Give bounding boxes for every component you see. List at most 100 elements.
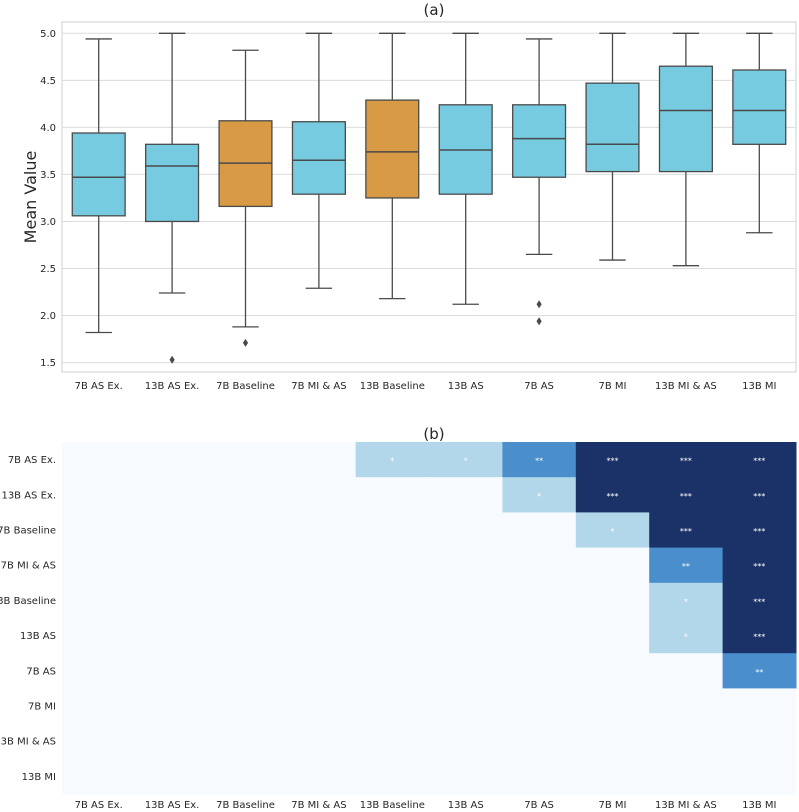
heatmap-cell — [722, 512, 797, 549]
box-9 — [658, 32, 713, 267]
row-label: 7B MI & AS — [1, 561, 56, 572]
box-10 — [732, 32, 787, 234]
row-label: 7B AS Ex. — [8, 455, 56, 466]
significance-label: * — [611, 527, 615, 536]
iqr-box — [658, 65, 713, 173]
heatmap-cell — [355, 688, 430, 725]
x-tick-labels: 7B AS Ex. 13B AS Ex. 7B Baseline 7B MI & AS… — [75, 381, 777, 392]
heatmap-cell — [649, 758, 724, 795]
heatmap-cell — [722, 688, 797, 725]
y-axis-label: Mean Value — [21, 151, 40, 244]
heatmap-cell — [649, 442, 724, 478]
heatmap-cell — [649, 723, 724, 760]
significance-label: *** — [680, 527, 692, 536]
significance-label: * — [390, 457, 394, 466]
heatmap-cell — [722, 477, 797, 513]
heatmap-cell — [502, 688, 577, 725]
heatmap-cell — [62, 758, 136, 795]
y-tick-label: 2.5 — [40, 264, 56, 275]
heatmap-cell — [135, 688, 210, 725]
heatmap-cell — [429, 582, 503, 619]
heatmap-cell — [355, 477, 430, 513]
heatmap-cell — [575, 723, 650, 760]
heatmap-cell — [208, 688, 283, 725]
iqr-box — [291, 121, 346, 195]
column-label: 13B MI & AS — [655, 800, 717, 811]
heatmap-cell — [355, 582, 430, 619]
heatmap-cell — [208, 653, 283, 689]
boxes — [71, 32, 787, 364]
heatmap-cell — [722, 442, 797, 478]
heatmap-cell — [282, 547, 357, 584]
row-label: 7B MI — [28, 702, 56, 713]
heatmap-cell — [575, 758, 650, 795]
heatmap-cell — [135, 547, 210, 584]
iqr-box — [732, 69, 787, 145]
heatmap-cell — [722, 582, 797, 619]
column-label: 7B MI — [599, 800, 627, 811]
y-tick-label: 4.0 — [40, 123, 56, 134]
heatmap-column-labels: 7B AS Ex. 13B AS Ex. 7B Baseline 7B MI & AS… — [75, 800, 777, 811]
heatmap-cell — [208, 547, 283, 584]
heatmap-cell — [649, 477, 724, 513]
heatmap-cell — [355, 547, 430, 584]
heatmap-cell — [429, 688, 503, 725]
heatmap-cell — [575, 582, 650, 619]
box-4 — [291, 32, 346, 289]
heatmap-cell — [502, 442, 577, 478]
outlier-point — [536, 300, 542, 309]
heatmap-cell — [62, 688, 136, 725]
heatmap-cell — [575, 618, 650, 654]
heatmap-cell — [575, 442, 650, 478]
heatmap-cell — [62, 512, 136, 549]
heatmap-cell — [208, 582, 283, 619]
significance-label: *** — [753, 492, 765, 501]
box-3 — [218, 49, 273, 347]
heatmap-cell — [135, 758, 210, 795]
column-label: 13B Baseline — [360, 800, 425, 811]
box-6 — [438, 32, 493, 305]
heatmap-cell — [208, 758, 283, 795]
heatmap-cell — [502, 653, 577, 689]
significance-label: *** — [753, 597, 765, 606]
significance-label: * — [464, 457, 468, 466]
x-tick-label: 13B Baseline — [360, 381, 425, 392]
heatmap-cell — [649, 582, 724, 619]
heatmap-cell — [355, 758, 430, 795]
heatmap-cell — [135, 653, 210, 689]
row-label: 7B Baseline — [0, 526, 56, 537]
row-label: 13B Baseline — [0, 596, 56, 607]
heatmap-cell — [429, 477, 503, 513]
box-8 — [585, 32, 640, 261]
significance-label: *** — [753, 562, 765, 571]
x-tick-label: 7B MI — [599, 381, 627, 392]
heatmap-cell — [62, 582, 136, 619]
heatmap-cell — [429, 547, 503, 584]
heatmap-cell — [135, 512, 210, 549]
significance-label: * — [537, 492, 541, 501]
significance-label: *** — [680, 492, 692, 501]
heatmap-cell — [282, 582, 357, 619]
significance-label: *** — [607, 492, 619, 501]
x-tick-label: 13B MI & AS — [655, 381, 717, 392]
heatmap-cell — [502, 618, 577, 654]
heatmap-cell — [62, 547, 136, 584]
heatmap-cell — [208, 723, 283, 760]
y-tick-label: 5.0 — [40, 29, 56, 40]
x-tick-label: 7B MI & AS — [291, 381, 346, 392]
heatmap-cell — [62, 442, 136, 478]
outlier-point — [169, 355, 175, 364]
heatmap-cell — [429, 653, 503, 689]
heatmap-cell — [575, 477, 650, 513]
heatmap-cell — [282, 618, 357, 654]
heatmap-cell — [502, 512, 577, 549]
x-tick-label: 7B Baseline — [216, 381, 275, 392]
column-label: 7B Baseline — [216, 800, 275, 811]
heatmap-cell — [502, 758, 577, 795]
significance-label: ** — [682, 562, 690, 571]
y-tick-label: 2.0 — [40, 311, 56, 322]
y-tick-label: 1.5 — [40, 358, 56, 369]
row-label: 13B AS Ex. — [1, 490, 56, 501]
heatmap-cell — [208, 477, 283, 513]
heatmap-cells: * * ** *** *** **** *** *** **** *** ***** **** ****… — [62, 442, 797, 795]
